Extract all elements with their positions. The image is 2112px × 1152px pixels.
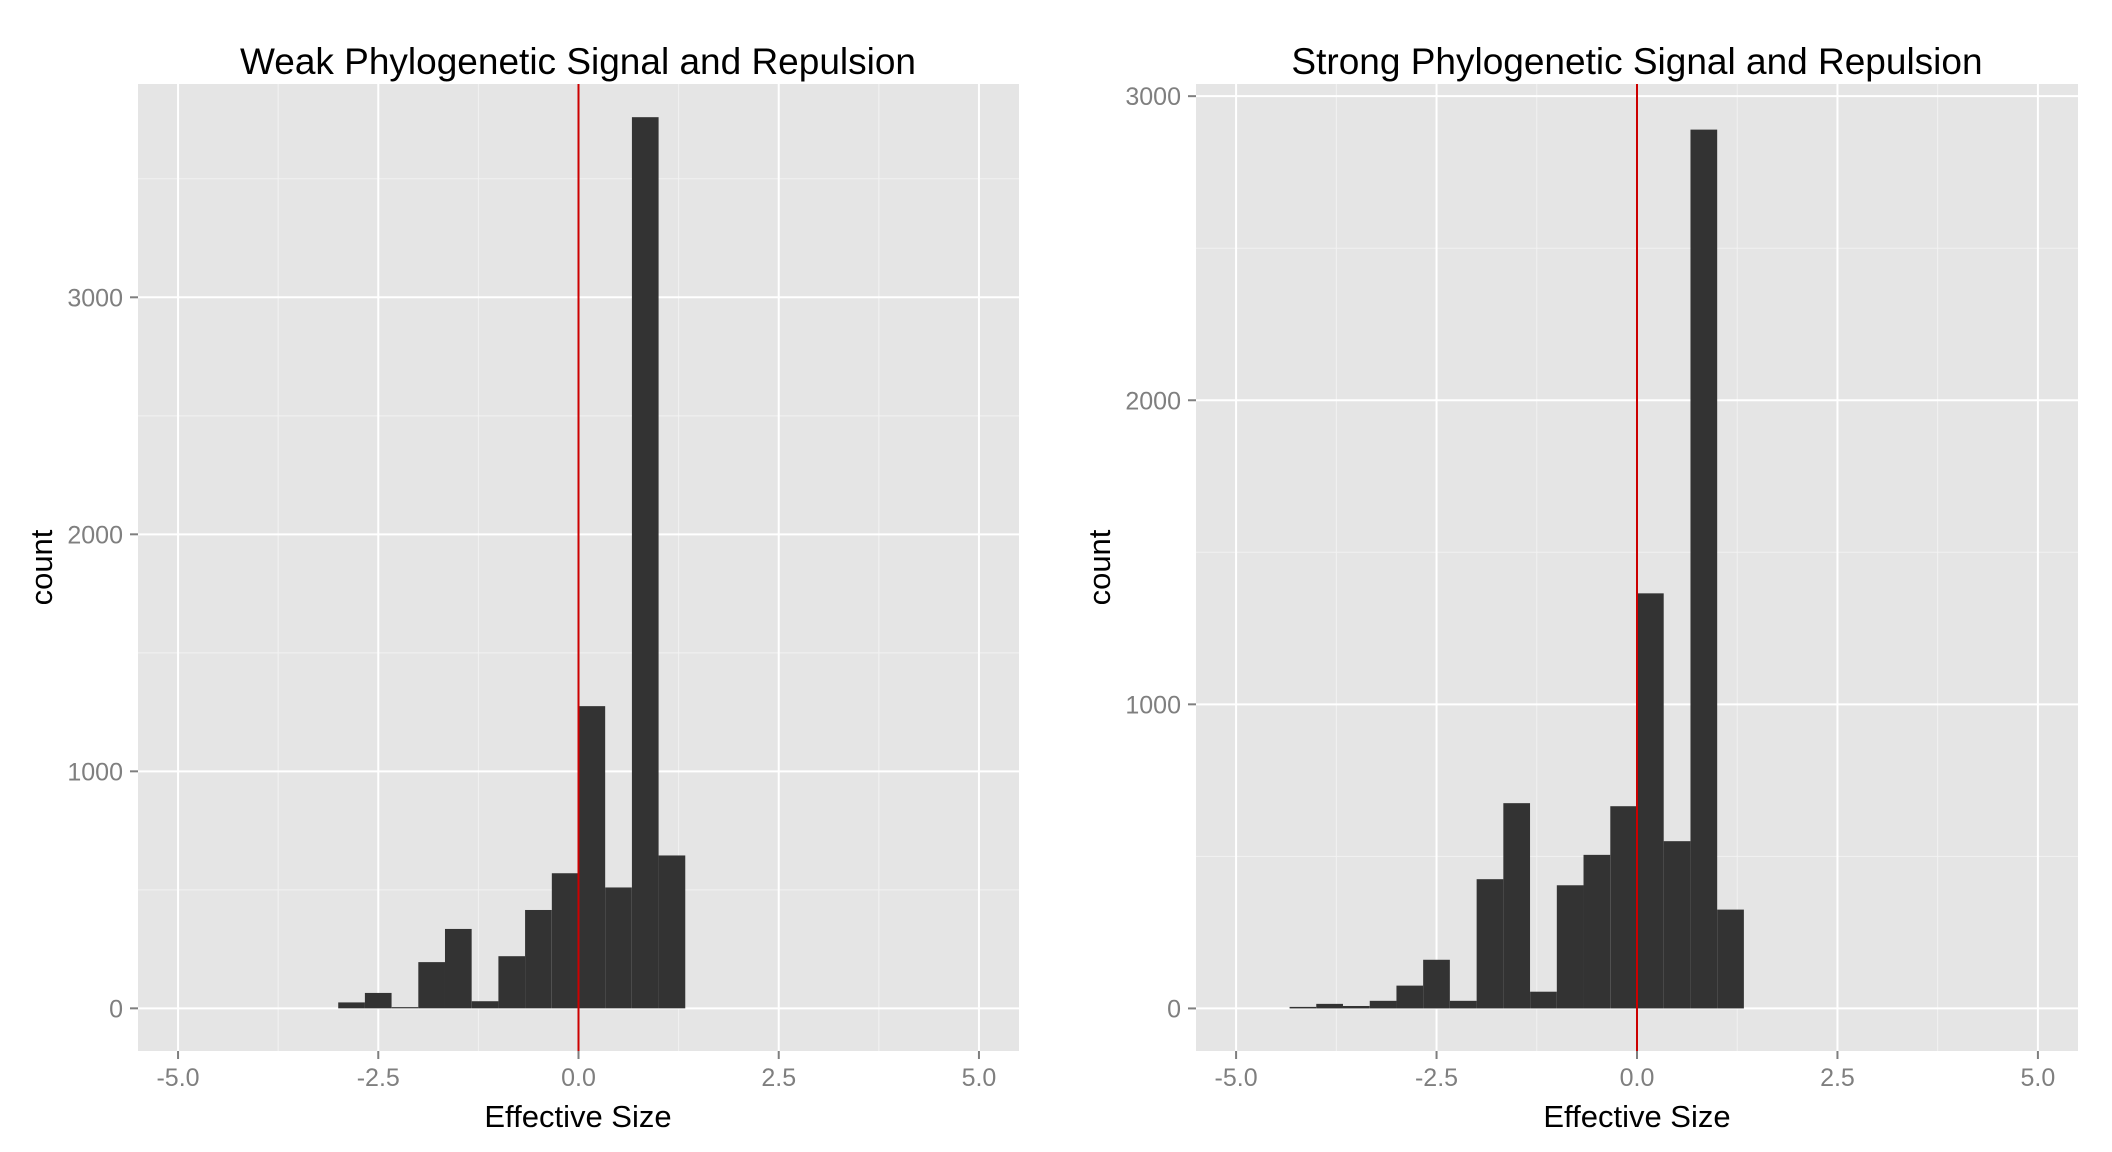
x-tick-label: -5.0: [1215, 1064, 1258, 1092]
histogram-bar: [1396, 985, 1424, 1009]
y-tick-label: 0: [109, 995, 123, 1023]
x-axis-title: Effective Size: [1543, 1099, 1730, 1134]
histogram-bar: [1583, 854, 1611, 1009]
histogram-bar: [1690, 129, 1718, 1009]
histogram-bar: [418, 962, 445, 1009]
histogram-bar: [1530, 991, 1557, 1009]
x-tick-label: -2.5: [357, 1064, 400, 1092]
histogram-bar: [498, 956, 526, 1009]
histogram-bar: [1342, 1005, 1370, 1009]
histogram-bar: [551, 873, 579, 1009]
y-axis-title: count: [1082, 529, 1117, 605]
histogram-bar: [1610, 806, 1637, 1009]
x-tick-label: -5.0: [156, 1064, 199, 1092]
histogram-bar: [631, 117, 659, 1009]
histogram-bar: [1449, 1000, 1477, 1009]
x-tick-label: 2.5: [1820, 1064, 1855, 1092]
histogram-bar: [338, 1002, 365, 1009]
histogram-bar: [658, 855, 686, 1009]
histogram-bar: [1423, 959, 1450, 1009]
histogram-bar: [525, 909, 552, 1009]
chart-title: Strong Phylogenetic Signal and Repulsion: [1291, 41, 1982, 82]
histogram-bar: [1289, 1006, 1317, 1009]
chart-weak-signal: -5.0 -2.5 0.0 2.5 5.0 0 1000 2000 3000 Weak Phylo…: [24, 41, 1019, 1134]
y-tick-label: 1000: [1125, 691, 1181, 719]
histogram-bar: [1717, 909, 1744, 1009]
x-tick-label: 2.5: [761, 1064, 796, 1092]
histogram-bar: [1316, 1003, 1343, 1009]
histogram-bar: [1637, 593, 1664, 1009]
y-axis-title: count: [24, 529, 59, 605]
y-tick-label: 2000: [67, 521, 123, 549]
chart-strong-signal: -5.0 -2.5 0.0 2.5 5.0 0 1000 2000 3000 Strong Phy…: [1082, 41, 2078, 1134]
x-tick-label: 5.0: [2021, 1064, 2056, 1092]
histogram-bar: [471, 1001, 499, 1009]
y-tick-label: 0: [1167, 995, 1181, 1023]
histogram-bar: [444, 928, 472, 1009]
x-tick-label: 0.0: [1620, 1064, 1655, 1092]
y-tick-label: 2000: [1125, 387, 1181, 415]
histogram-bar: [1663, 841, 1691, 1009]
y-tick-label: 3000: [67, 284, 123, 312]
y-tick-label: 1000: [67, 758, 123, 786]
histogram-bar: [605, 887, 632, 1009]
x-tick-label: 5.0: [962, 1064, 997, 1092]
histogram-bar: [364, 992, 392, 1009]
chart-title: Weak Phylogenetic Signal and Repulsion: [240, 41, 916, 82]
histogram-bar: [391, 1007, 419, 1009]
x-tick-label: -2.5: [1415, 1064, 1458, 1092]
y-tick-label: 3000: [1125, 83, 1181, 111]
x-tick-label: 0.0: [561, 1064, 596, 1092]
histogram-bar: [1503, 803, 1531, 1009]
histogram-bar: [578, 706, 606, 1009]
histogram-bar: [1556, 885, 1584, 1009]
histogram-bar: [1476, 879, 1504, 1009]
x-axis-title: Effective Size: [484, 1099, 671, 1134]
histogram-bar: [1369, 1000, 1397, 1009]
